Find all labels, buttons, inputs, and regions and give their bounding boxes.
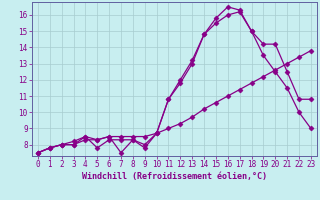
X-axis label: Windchill (Refroidissement éolien,°C): Windchill (Refroidissement éolien,°C) (82, 172, 267, 181)
